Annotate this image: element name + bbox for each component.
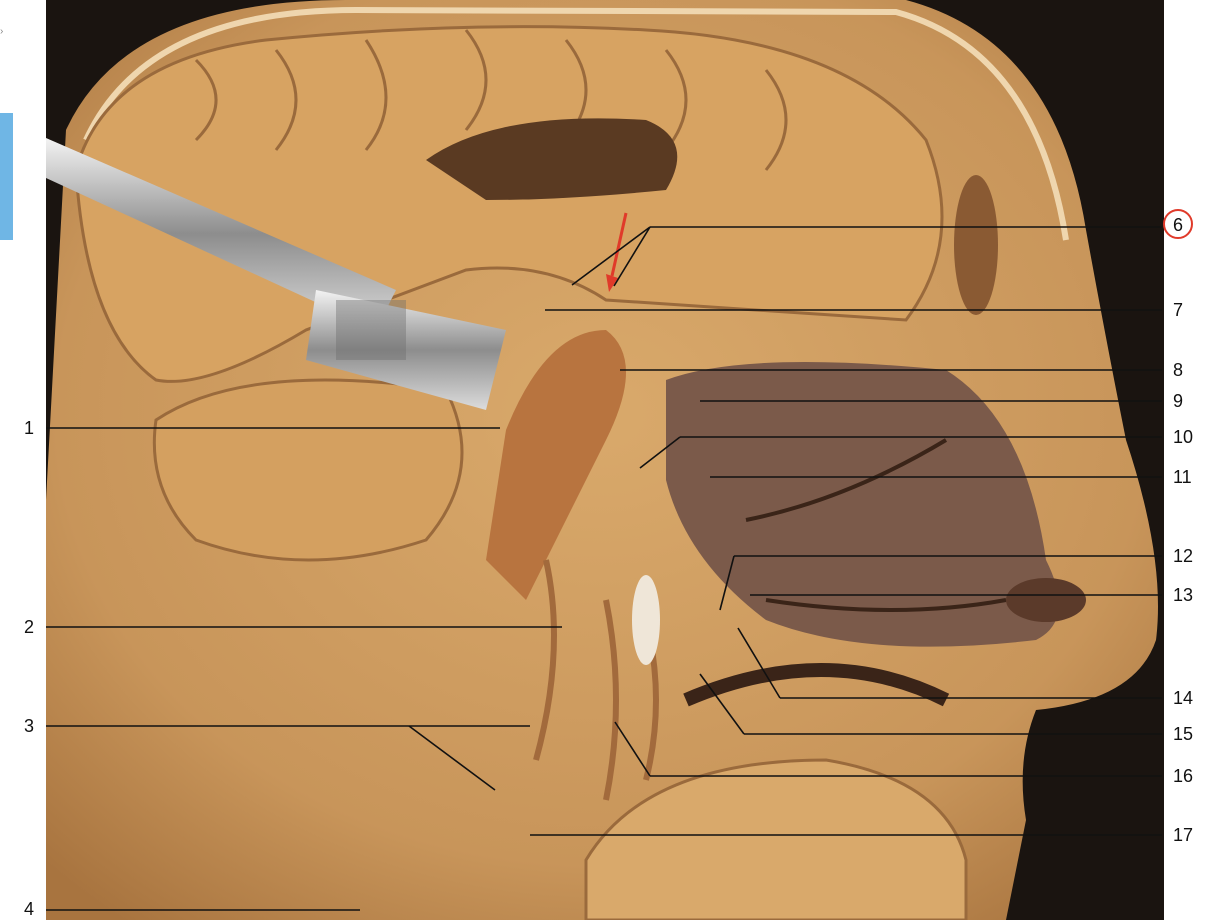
- label-3: 3: [24, 716, 35, 736]
- label-9: 9: [1173, 391, 1184, 411]
- label-7: 7: [1173, 300, 1184, 320]
- frontal-sinus: [954, 175, 998, 315]
- nasal-cavity: [666, 362, 1059, 647]
- vessel-white: [632, 575, 660, 665]
- highlight-circle: [1163, 209, 1193, 239]
- label-16: 16: [1173, 766, 1194, 786]
- label-17: 17: [1173, 825, 1194, 845]
- cerebellum: [152, 378, 464, 562]
- cerebrum: [74, 25, 944, 383]
- label-8: 8: [1173, 360, 1184, 380]
- label-14: 14: [1173, 688, 1194, 708]
- label-4: 4: [24, 899, 35, 919]
- anatomical-photograph: [46, 0, 1164, 920]
- label-10: 10: [1173, 427, 1194, 447]
- surgical-instrument: [46, 138, 506, 410]
- label-11: 11: [1173, 467, 1192, 487]
- label-12: 12: [1173, 546, 1194, 566]
- label-13: 13: [1173, 585, 1194, 605]
- side-tab[interactable]: [0, 113, 13, 240]
- sphenoid-clivus: [486, 330, 626, 600]
- label-15: 15: [1173, 724, 1194, 744]
- label-6: 6: [1173, 215, 1184, 235]
- label-2: 2: [24, 617, 35, 637]
- label-1: 1: [24, 418, 35, 438]
- lateral-ventricle: [426, 118, 678, 200]
- sagittal-head-section: [46, 0, 1158, 920]
- skull-rim: [83, 6, 1069, 241]
- side-marker: ›: [0, 26, 4, 37]
